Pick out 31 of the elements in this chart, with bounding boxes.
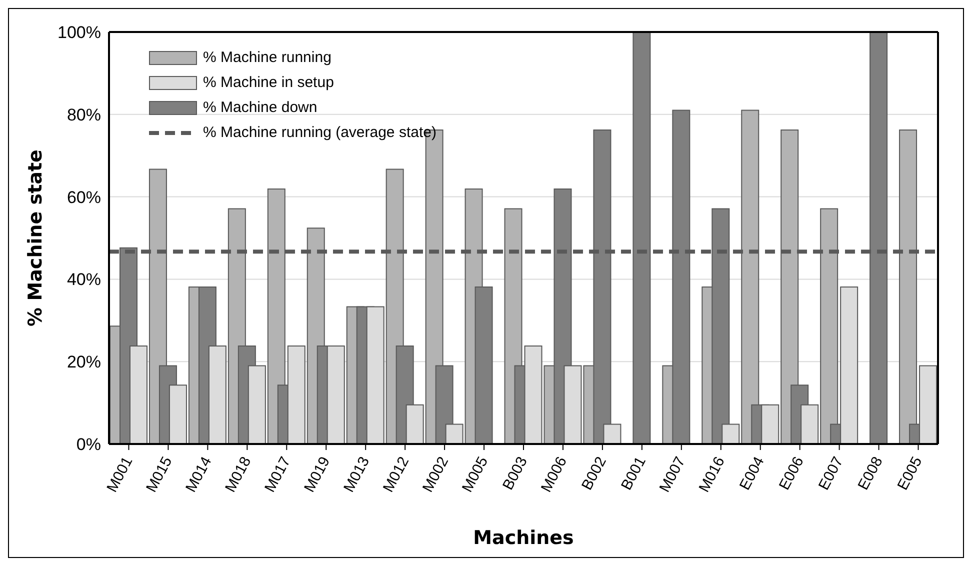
y-tick-label: 0% — [76, 435, 101, 454]
x-tick-label: M018 — [222, 454, 255, 496]
legend-label: % Machine running — [203, 48, 332, 68]
x-tick-label: M017 — [262, 454, 294, 496]
x-tick-label: M013 — [340, 454, 374, 496]
x-axis-title: Machines — [473, 527, 574, 549]
legend-label: % Machine down — [203, 98, 318, 118]
y-tick-label: 100% — [58, 23, 101, 42]
x-tick-label: M005 — [458, 454, 492, 496]
y-tick-label: 80% — [66, 105, 101, 124]
y-axis-title: % Machine state — [24, 150, 47, 326]
x-tick-label: M006 — [538, 454, 570, 496]
x-tick-label: E007 — [815, 454, 847, 493]
x-tick-label: B002 — [578, 454, 610, 493]
x-tick-label: E006 — [776, 454, 808, 493]
x-tick-label: E008 — [854, 454, 886, 493]
x-tick-label: M015 — [143, 454, 176, 496]
x-tick-label: M012 — [380, 454, 413, 496]
x-tick-label: B003 — [500, 454, 532, 493]
x-tick-label: B001 — [618, 454, 650, 493]
x-tick-label: M016 — [696, 454, 728, 496]
x-tick-label: M007 — [656, 454, 689, 496]
x-tick-label: M019 — [300, 454, 334, 496]
y-tick-label: 20% — [66, 352, 101, 372]
y-tick-label: 40% — [66, 270, 101, 290]
x-tick-label: M014 — [182, 454, 216, 496]
legend-label: % Machine in setup — [203, 73, 334, 93]
x-tick-label: M002 — [419, 454, 452, 496]
x-tick-label: E005 — [894, 454, 926, 493]
y-tick-label: 60% — [66, 188, 101, 207]
x-tick-label: E004 — [736, 454, 768, 493]
